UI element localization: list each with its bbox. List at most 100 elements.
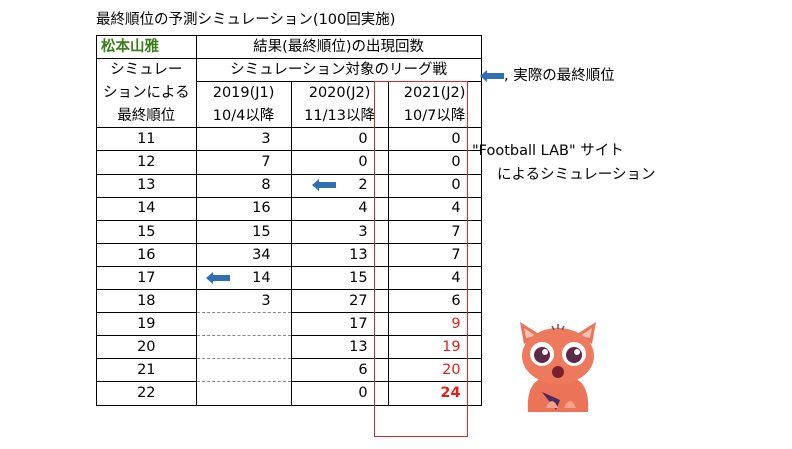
count-2019-cell-value: 16 — [252, 200, 271, 217]
left-arrow-icon — [312, 179, 337, 192]
count-2021-cell: 20 — [388, 358, 482, 383]
count-2021-cell-value: 9 — [451, 315, 461, 332]
rank-cell: 14 — [96, 197, 197, 221]
table-row: 15 15 3 7 — [96, 220, 482, 244]
table-row: 19 17 9 — [96, 312, 482, 337]
table-row: 11 3 0 0 — [96, 127, 482, 152]
count-2020-cell-value: 15 — [349, 269, 368, 286]
count-2021-cell: 24 — [388, 381, 482, 406]
count-2020-cell-value: 13 — [349, 339, 368, 356]
header-row-1: 松本山雅 結果(最終順位)の出現回数 — [96, 34, 482, 60]
count-2019-cell: 15 — [196, 220, 292, 244]
rank-cell-value: 14 — [137, 200, 156, 217]
rank-cell-value: 16 — [137, 246, 156, 263]
rank-cell: 22 — [96, 381, 197, 406]
col1-season: 2019(J1) — [196, 81, 292, 105]
table-row: 18 3 27 6 — [96, 289, 482, 314]
rank-cell-value: 11 — [137, 131, 156, 148]
rank-cell-value: 18 — [137, 292, 156, 309]
count-2021-cell: 6 — [388, 289, 482, 314]
count-2020-cell: 15 — [291, 266, 389, 291]
count-2020-cell-value: 6 — [358, 362, 368, 379]
count-2021-cell: 0 — [388, 127, 482, 152]
count-2019-cell: 3 — [196, 127, 292, 152]
col2-date: 11/13以降 — [291, 104, 389, 129]
count-2021-cell: 0 — [388, 150, 482, 175]
count-2020-cell-value: 2 — [358, 177, 368, 194]
count-2019-cell-value: 34 — [252, 246, 271, 263]
table-row: 14 16 4 4 — [96, 197, 482, 221]
count-2019-cell: 8 — [196, 174, 292, 198]
source-note-line1: "Football LAB" サイト — [472, 143, 624, 159]
count-2021-cell-value: 0 — [451, 131, 461, 148]
rank-cell: 19 — [96, 312, 197, 337]
count-2019-cell — [196, 312, 292, 337]
rank-cell: 18 — [96, 289, 197, 314]
count-2020-cell-value: 4 — [358, 200, 368, 217]
rank-cell: 21 — [96, 358, 197, 383]
count-2021-cell-value: 7 — [451, 223, 461, 240]
count-2021-cell: 4 — [388, 197, 482, 221]
rank-cell-value: 21 — [137, 362, 156, 379]
header-row-2: シミュレー シミュレーション対象のリーグ戦 — [96, 58, 482, 83]
count-2020-cell: 17 — [291, 312, 389, 337]
count-2019-cell: 14 — [196, 266, 292, 291]
col1-date: 10/4以降 — [196, 104, 292, 129]
table-row: 13 8 2 0 — [96, 174, 482, 198]
rank-cell-value: 20 — [137, 339, 156, 356]
col2-season: 2020(J2) — [291, 81, 389, 105]
table-row: 16 34 13 7 — [96, 243, 482, 267]
count-2021-cell-value: 0 — [451, 177, 461, 194]
sim-label-3: 最終順位 — [96, 104, 197, 129]
count-2021-cell-value: 4 — [451, 269, 461, 286]
rank-cell-value: 19 — [137, 315, 156, 332]
count-2020-cell: 0 — [291, 381, 389, 406]
simulation-table: 松本山雅 結果(最終順位)の出現回数 シミュレー シミュレーション対象のリーグ戦… — [96, 34, 482, 406]
table-row: 17 14 15 4 — [96, 266, 482, 291]
legend: , 実際の最終順位 — [480, 64, 615, 85]
count-2020-cell-value: 3 — [358, 223, 368, 240]
count-2020-cell-value: 17 — [349, 315, 368, 332]
rank-cell-value: 17 — [137, 269, 156, 286]
count-2020-cell-value: 0 — [358, 154, 368, 171]
left-arrow-icon — [206, 271, 231, 284]
count-2021-cell: 4 — [388, 266, 482, 291]
count-2020-cell-value: 0 — [358, 385, 368, 402]
rank-cell: 17 — [96, 266, 197, 291]
col3-season: 2021(J2) — [388, 81, 482, 105]
count-2019-cell-value: 15 — [252, 223, 271, 240]
target-league-label: シミュレーション対象のリーグ戦 — [196, 58, 482, 83]
count-2020-cell: 13 — [291, 335, 389, 360]
count-2021-cell-value: 19 — [442, 339, 461, 356]
rank-cell: 16 — [96, 243, 197, 267]
source-note-line2: によるシミュレーション — [497, 167, 656, 183]
count-2019-cell: 3 — [196, 289, 292, 314]
rank-cell: 15 — [96, 220, 197, 244]
count-2021-cell: 7 — [388, 243, 482, 267]
count-2021-cell: 0 — [388, 174, 482, 198]
count-2019-cell: 34 — [196, 243, 292, 267]
table-row: 12 7 0 0 — [96, 150, 482, 175]
count-2019-cell-value: 14 — [252, 269, 271, 286]
count-2021-cell: 7 — [388, 220, 482, 244]
count-2019-cell-value: 8 — [261, 177, 271, 194]
table-row: 21 6 20 — [96, 358, 482, 383]
data-rows: 11 3 0 0 12 7 0 0 13 8 2 0 14 16 4 4 15 15 3 7 16 34 13 7 17 14 15… — [96, 127, 482, 406]
rank-cell-value: 22 — [137, 385, 156, 402]
count-2019-cell-value: 3 — [261, 292, 271, 309]
result-heading: 結果(最終順位)の出現回数 — [195, 34, 482, 60]
rank-cell: 11 — [96, 127, 197, 152]
header-row-3: ションによる 2019(J1) 2020(J2) 2021(J2) — [96, 81, 482, 105]
count-2021-cell: 19 — [388, 335, 482, 360]
count-2019-cell-value: 7 — [261, 154, 271, 171]
count-2019-cell: 7 — [196, 150, 292, 175]
legend-text: , 実際の最終順位 — [504, 68, 615, 84]
count-2020-cell: 6 — [291, 358, 389, 383]
count-2019-cell: 16 — [196, 197, 292, 221]
count-2019-cell — [196, 335, 292, 360]
table-row: 22 0 24 — [96, 381, 482, 406]
left-arrow-icon — [480, 70, 504, 82]
header-row-4: 最終順位 10/4以降 11/13以降 10/7以降 — [96, 104, 482, 129]
sim-label-2: ションによる — [96, 81, 197, 105]
sim-label-1: シミュレー — [96, 58, 197, 82]
